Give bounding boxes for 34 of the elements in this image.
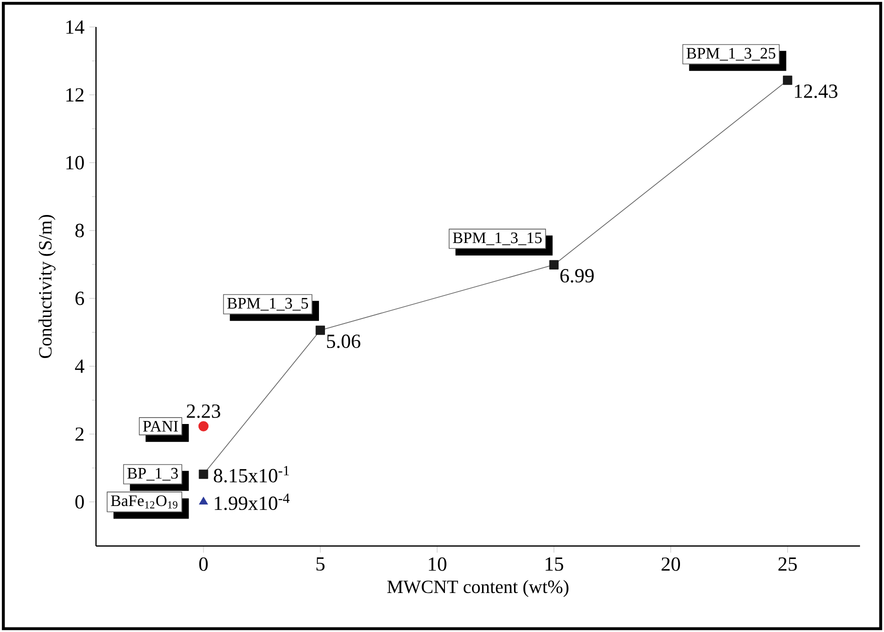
annotation: BaFe$_{12}$O$_{19}$	[110, 495, 178, 508]
y-tick-label: 8	[75, 224, 84, 238]
y-tick-label: 4	[75, 360, 84, 373]
x-tick-label: 5	[316, 557, 325, 571]
annotation: BPM_1_3_25	[686, 48, 776, 61]
y-tick-label: 12	[66, 88, 84, 102]
data-label: 5.06	[327, 334, 360, 348]
annotation: BPM_1_3_15	[452, 232, 542, 246]
data-label: 8.15x10$^{-1}$	[214, 466, 289, 483]
y-tick-label: 10	[66, 156, 84, 170]
x-axis-title: MWCNT content (wt%)	[387, 580, 568, 597]
data-label: 12.43	[794, 84, 838, 98]
data-label: 1.99x10$^{-4}$	[214, 494, 290, 510]
annotation: BPM_1_3_5	[227, 298, 308, 311]
y-tick-label: 6	[75, 292, 84, 306]
y-tick-label: 14	[66, 20, 84, 34]
point	[199, 496, 208, 505]
y-tick-label: 0	[75, 495, 84, 509]
x-tick-label: 20	[662, 557, 680, 571]
point	[198, 470, 208, 479]
point	[782, 76, 792, 85]
x-tick-label: 10	[428, 557, 446, 571]
x-tick-label: 0	[199, 557, 208, 571]
data-label: 6.99	[560, 269, 594, 283]
x-tick-label: 15	[546, 557, 564, 571]
data-label: 2.23	[186, 404, 220, 418]
point	[198, 421, 209, 432]
y-tick-label: 2	[76, 427, 84, 441]
point	[549, 260, 559, 270]
point	[316, 326, 325, 335]
y-axis-title: Conductivity (S/m)	[38, 214, 56, 358]
x-tick-label: 25	[778, 557, 797, 571]
annotation: BP_1_3	[127, 468, 178, 481]
annotation: PANI	[143, 420, 178, 432]
